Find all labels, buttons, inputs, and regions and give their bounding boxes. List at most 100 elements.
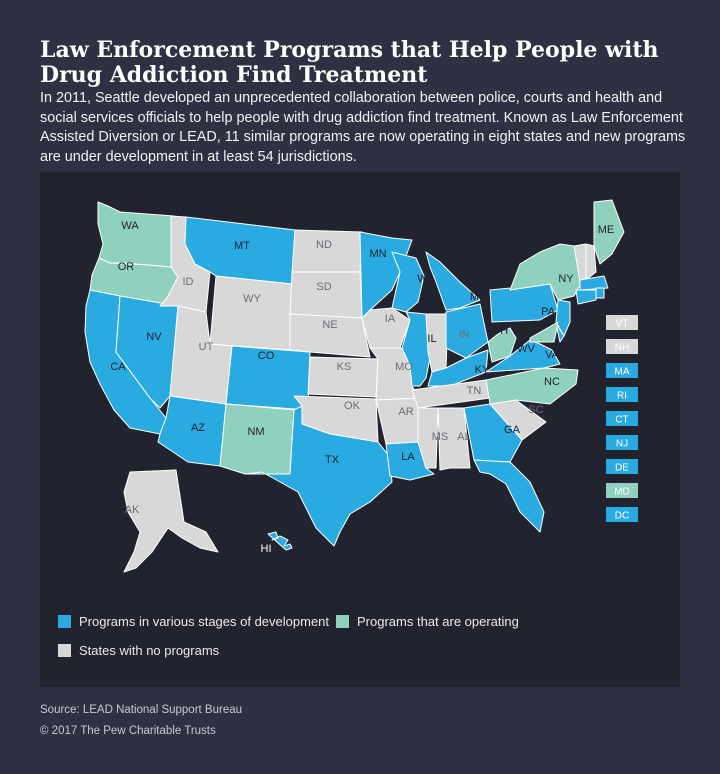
state-wa	[97, 201, 175, 268]
state-label-nv: NV	[146, 331, 162, 343]
state-label-ca: CA	[110, 361, 126, 373]
state-va	[485, 339, 561, 373]
state-nm	[219, 403, 295, 475]
callout-label-md: MD	[614, 487, 630, 498]
state-wv	[487, 327, 517, 363]
callout-label-ma: MA	[615, 367, 630, 378]
state-label-co: CO	[258, 350, 275, 362]
state-label-ky: KY	[475, 364, 490, 376]
state-label-tn: TN	[467, 385, 482, 397]
state-label-ak: AK	[125, 504, 140, 516]
intro-paragraph: In 2011, Seattle developed an unpreceden…	[40, 90, 686, 165]
callout-dc: DC	[606, 507, 638, 522]
state-label-il: IL	[427, 333, 436, 345]
callout-ma: MA	[606, 363, 638, 378]
legend-label-development: Programs in various stages of developmen…	[79, 613, 330, 629]
state-label-ne: NE	[322, 319, 337, 331]
state-label-hi: HI	[261, 543, 272, 555]
state-ga	[463, 403, 523, 463]
state-label-id: ID	[183, 276, 194, 288]
state-wy	[209, 275, 293, 351]
state-wi	[391, 251, 425, 313]
state-tx	[244, 405, 393, 547]
callout-box-ri	[606, 387, 638, 402]
state-label-oh: OH	[492, 325, 509, 337]
legend-item-operating: Programs that are operating	[336, 613, 519, 629]
state-label-ny: NY	[558, 273, 574, 285]
state-label-ks: KS	[337, 361, 352, 373]
callout-box-nh	[606, 339, 638, 354]
state-nj	[555, 299, 571, 337]
state-label-nc: NC	[544, 376, 560, 388]
callout-label-vt: VT	[616, 319, 629, 330]
state-label-wy: WY	[243, 293, 261, 305]
state-label-me: ME	[598, 224, 615, 236]
state-label-mi: MI	[470, 291, 482, 303]
callout-label-de: DE	[615, 463, 629, 474]
state-label-wi: WI	[417, 273, 430, 285]
state-label-ar: AR	[398, 406, 413, 418]
legend-label-operating: Programs that are operating	[357, 613, 519, 629]
state-label-ms: MS	[432, 431, 449, 443]
state-sd	[289, 271, 363, 319]
state-mi	[425, 251, 481, 311]
state-label-ok: OK	[344, 400, 361, 412]
state-label-la: LA	[401, 451, 415, 463]
state-label-pa: PA	[541, 306, 556, 318]
state-ak	[123, 469, 219, 573]
state-label-mo: MO	[395, 361, 413, 373]
callout-nh: NH	[606, 339, 638, 354]
state-label-tx: TX	[325, 454, 340, 466]
state-label-al: AL	[457, 431, 470, 443]
state-hi	[267, 531, 293, 551]
state-label-sc: SC	[528, 404, 543, 416]
state-nc	[485, 367, 579, 405]
legend-label-none: States with no programs	[79, 642, 220, 658]
legend-swatch-development	[58, 614, 71, 628]
state-label-va: VA	[545, 349, 560, 361]
state-label-ia: IA	[385, 313, 396, 325]
state-label-nd: ND	[316, 239, 332, 251]
copyright-note: © 2017 The Pew Charitable Trusts	[40, 725, 216, 737]
callout-box-dc	[606, 507, 638, 522]
us-state-map: WA OR CA NV ID MT WY UT CO AZ NM ND SD NE KS OK TX MN IA MO…	[84, 199, 638, 573]
callout-vt: VT	[606, 315, 638, 330]
state-label-mn: MN	[369, 248, 386, 260]
state-label-wa: WA	[121, 220, 139, 232]
legend-swatch-none	[58, 643, 71, 657]
state-label-nm: NM	[247, 426, 264, 438]
state-fl	[473, 459, 545, 533]
state-de	[555, 323, 565, 343]
state-ri	[595, 287, 605, 299]
map-title: Law Enforcement Programs that Help Peopl…	[40, 37, 659, 88]
state-ma	[579, 275, 609, 291]
state-nd	[291, 229, 363, 273]
callout-label-dc: DC	[615, 511, 629, 522]
state-label-wv: WV	[517, 343, 535, 355]
callout-box-vt	[606, 315, 638, 330]
state-ne	[289, 313, 371, 358]
callout-de: DE	[606, 459, 638, 474]
callout-md: MD	[606, 483, 638, 498]
state-label-fl: FL	[536, 481, 549, 493]
callout-label-nj: NJ	[616, 439, 628, 450]
callout-ri: RI	[606, 387, 638, 402]
state-label-ut: UT	[199, 341, 214, 353]
legend-item-development: Programs in various stages of developmen…	[58, 613, 329, 629]
state-ny	[509, 243, 583, 301]
callout-ct: CT	[606, 411, 638, 426]
legend-item-none: States with no programs	[58, 642, 219, 658]
map-panel: WA OR CA NV ID MT WY UT CO AZ NM ND SD NE KS OK TX MN IA MO…	[40, 172, 680, 687]
state-ar	[375, 397, 421, 445]
callout-nj: NJ	[606, 435, 638, 450]
callout-box-nj	[606, 435, 638, 450]
callout-box-ct	[606, 411, 638, 426]
state-md	[529, 321, 559, 343]
state-al	[437, 407, 471, 471]
state-tn	[411, 379, 499, 409]
state-ct	[575, 289, 597, 305]
state-label-in: IN	[459, 329, 470, 341]
callout-label-ri: RI	[617, 391, 627, 402]
callout-box-md	[606, 483, 638, 498]
state-label-ga: GA	[504, 424, 521, 436]
